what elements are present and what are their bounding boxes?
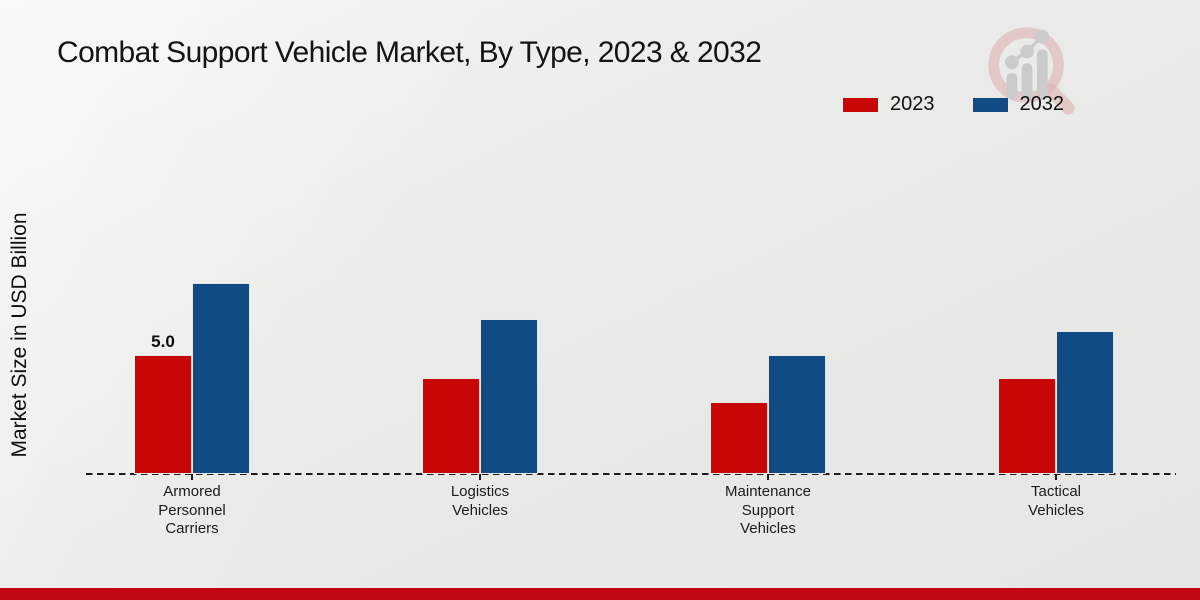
category-label-tactical-vehicles: Tactical Vehicles xyxy=(1028,483,1084,519)
footer-accent-bar xyxy=(0,588,1200,600)
legend-label-2032: 2032 xyxy=(1019,93,1065,115)
x-axis-tick xyxy=(479,474,481,480)
bar-2032-maintenance-support-vehicles xyxy=(768,354,826,474)
x-axis-tick xyxy=(767,474,769,480)
magnifier-bar-chart-icon xyxy=(988,27,1075,115)
bar-2023-armored-personnel-carriers xyxy=(134,354,192,474)
legend-item-2032: 2032 xyxy=(972,93,1065,116)
bar-2023-maintenance-support-vehicles xyxy=(710,402,768,474)
bar-value-label: 5.0 xyxy=(151,331,175,351)
legend-swatch-2023 xyxy=(843,97,878,112)
legend-swatch-2032 xyxy=(972,97,1008,112)
category-label-armored-personnel-carriers: Armored Personnel Carriers xyxy=(158,483,226,537)
x-axis-tick xyxy=(1055,474,1057,480)
legend-item-2023: 2023 xyxy=(843,93,935,116)
bar-2032-logistics-vehicles xyxy=(480,318,538,474)
bar-2023-tactical-vehicles xyxy=(998,378,1056,474)
bar-2032-armored-personnel-carriers xyxy=(192,282,250,474)
x-axis-tick xyxy=(191,474,193,480)
legend: 2023 2032 xyxy=(843,93,1064,116)
category-label-maintenance-support-vehicles: Maintenance Support Vehicles xyxy=(725,483,811,537)
chart-title: Combat Support Vehicle Market, By Type, … xyxy=(57,36,762,69)
legend-label-2023: 2023 xyxy=(890,93,935,115)
brand-watermark-logo xyxy=(982,24,1080,122)
x-axis-baseline xyxy=(86,473,1176,475)
category-label-logistics-vehicles: Logistics Vehicles xyxy=(450,483,510,519)
bar-2023-logistics-vehicles xyxy=(422,378,480,474)
bar-2032-tactical-vehicles xyxy=(1056,330,1114,474)
